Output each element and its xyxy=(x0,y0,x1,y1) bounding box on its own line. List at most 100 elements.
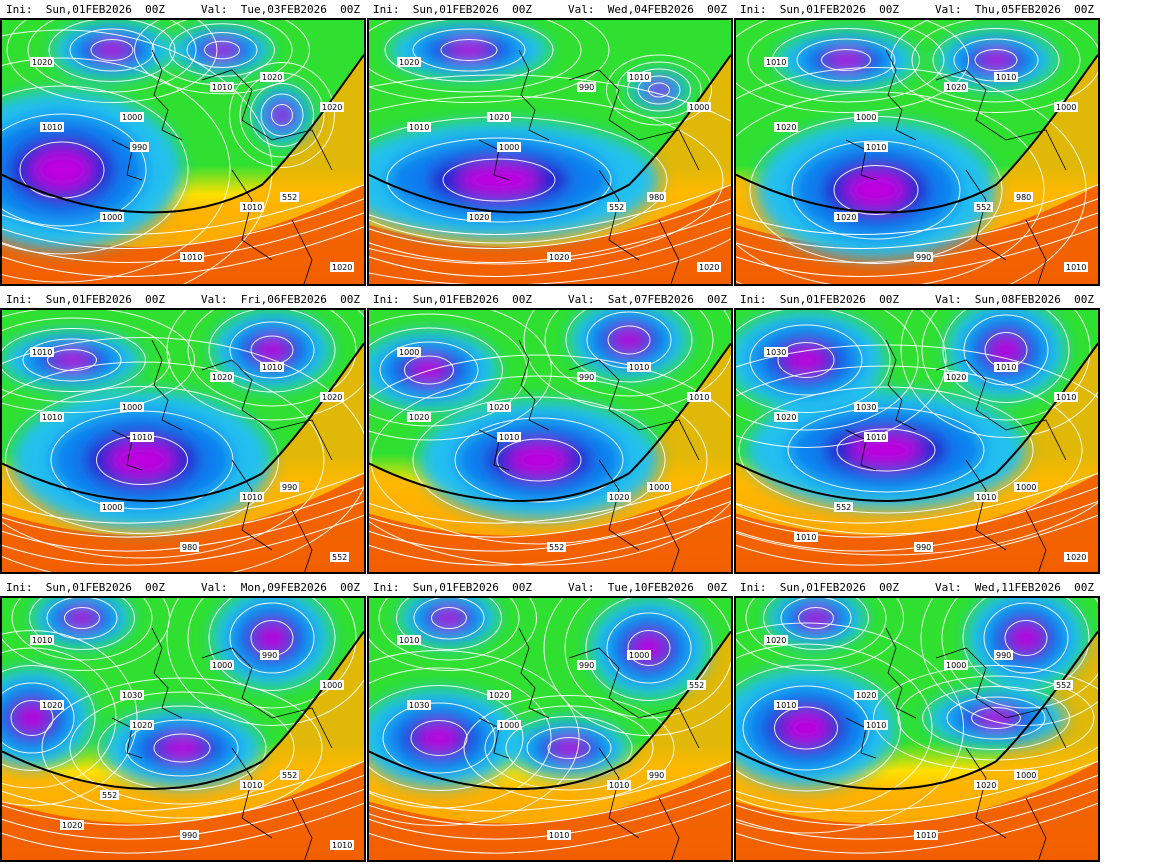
isobar xyxy=(505,716,633,780)
warm-airmass-core xyxy=(736,184,1098,284)
isobar xyxy=(920,598,1098,726)
isobar xyxy=(166,598,364,726)
isobar xyxy=(2,226,364,277)
contour-label-text: 1030 xyxy=(856,403,876,412)
init-time-label: Ini: Sun,01FEB2026 00Z xyxy=(6,3,165,16)
isobar xyxy=(369,313,528,427)
init-time-label: Ini: Sun,01FEB2026 00Z xyxy=(373,293,532,306)
contour-label: 1020 xyxy=(60,820,84,830)
isobar xyxy=(738,386,1034,514)
contour-label: 1010 xyxy=(497,432,521,442)
contour-label: 1020 xyxy=(260,72,284,82)
contour-label-text: 1020 xyxy=(42,701,62,710)
contour-label-text: 1000 xyxy=(689,103,709,112)
panel-header: Ini: Sun,01FEB2026 00Z Val: Fri,06FEB2026… xyxy=(0,292,366,308)
isobar xyxy=(208,310,336,393)
contour-label-text: 1000 xyxy=(1016,483,1036,492)
isobar xyxy=(369,184,731,235)
contour-label: 990 xyxy=(994,650,1013,660)
contour-label-text: 1030 xyxy=(766,348,786,357)
isobar xyxy=(369,212,731,263)
isobar xyxy=(412,28,526,72)
contour-label-text: 1030 xyxy=(409,701,429,710)
contour-label-text: 1000 xyxy=(102,503,122,512)
contour-label: 1020 xyxy=(407,412,431,422)
contour-label-text: 1020 xyxy=(489,691,509,700)
contour-label: 1010 xyxy=(210,82,234,92)
forecast-map: 1020 1010 1000 990 1010 1020 552 1010 1020 1010 10… xyxy=(0,18,366,286)
isobar xyxy=(2,802,364,854)
contour-label: 1000 xyxy=(687,102,711,112)
contour-label: 1020 xyxy=(397,57,421,67)
isobar xyxy=(442,158,556,202)
isobar xyxy=(873,665,1098,771)
isobar xyxy=(2,85,189,255)
isobar xyxy=(47,349,97,371)
contour-label-text: 990 xyxy=(182,831,197,840)
forecast-map: 1020 1010 1020 1010 1000 990 1000 1010 552 1020 xyxy=(734,596,1100,862)
isobar xyxy=(798,607,834,629)
contour-label: 980 xyxy=(180,542,199,552)
contour-label: 1010 xyxy=(240,492,264,502)
isobar xyxy=(369,74,731,284)
contour-label: 990 xyxy=(577,372,596,382)
contour-label: 1010 xyxy=(1054,392,1078,402)
contour-label-text: 1010 xyxy=(42,123,62,132)
isobar xyxy=(369,788,731,840)
isobar xyxy=(369,354,731,566)
isobar xyxy=(946,696,1046,740)
contour-label: 1020 xyxy=(330,262,354,272)
isobar xyxy=(962,598,1090,691)
contour-label-text: 1010 xyxy=(32,636,52,645)
contour-label: 552 xyxy=(1054,680,1073,690)
isobar xyxy=(2,328,146,392)
contour-label: 1010 xyxy=(627,72,651,82)
forecast-panel: Ini: Sun,01FEB2026 00Z Val: Sat,07FEB2026… xyxy=(367,290,733,574)
contour-label-text: 1020 xyxy=(322,393,342,402)
isobar xyxy=(791,140,961,240)
contour-label: 990 xyxy=(260,650,279,660)
isoline-552 xyxy=(2,54,364,214)
isobar xyxy=(369,514,731,566)
isobar xyxy=(523,310,731,411)
contour-label: 1020 xyxy=(487,112,511,122)
contour-label: 1010 xyxy=(974,492,998,502)
isobar xyxy=(780,598,852,640)
isobar xyxy=(736,774,1098,826)
contour-label: 1010 xyxy=(330,840,354,850)
isobar xyxy=(2,198,364,249)
coastline xyxy=(845,49,1067,284)
isobar xyxy=(369,685,524,791)
isobar xyxy=(833,165,919,215)
warm-airmass-core xyxy=(2,184,364,284)
isobar xyxy=(369,226,731,277)
isoline-552 xyxy=(369,54,731,214)
init-time-label: Ini: Sun,01FEB2026 00Z xyxy=(740,581,899,594)
forecast-panel: Ini: Sun,01FEB2026 00Z Val: Tue,03FEB2026… xyxy=(0,0,366,286)
isobar xyxy=(736,91,1045,284)
contour-label-text: 1020 xyxy=(132,721,152,730)
contour-label: 552 xyxy=(547,542,566,552)
contour-label-text: 1020 xyxy=(946,83,966,92)
isobar xyxy=(125,719,239,777)
isoline-552 xyxy=(736,54,1098,214)
contour-label: 1010 xyxy=(407,122,431,132)
contour-label-text: 552 xyxy=(549,543,564,552)
contour-label-text: 1010 xyxy=(32,348,52,357)
isobar xyxy=(97,705,267,791)
isobar xyxy=(736,365,1083,535)
contour-label: 1020 xyxy=(764,635,788,645)
contour-label-text: 990 xyxy=(282,483,297,492)
contour-label: 1030 xyxy=(764,347,788,357)
isobar xyxy=(736,514,1098,566)
contour-label-text: 1010 xyxy=(766,58,786,67)
isoline-552 xyxy=(369,342,731,502)
valid-time-label: Val: Thu,05FEB2026 00Z xyxy=(935,3,1094,16)
isobar xyxy=(187,310,357,407)
isobar xyxy=(384,20,554,82)
contour-label: 1020 xyxy=(30,57,54,67)
valid-time-label: Val: Tue,10FEB2026 00Z xyxy=(568,581,727,594)
contour-label: 1000 xyxy=(210,660,234,670)
contour-label: 990 xyxy=(914,252,933,262)
isobar xyxy=(369,95,724,265)
